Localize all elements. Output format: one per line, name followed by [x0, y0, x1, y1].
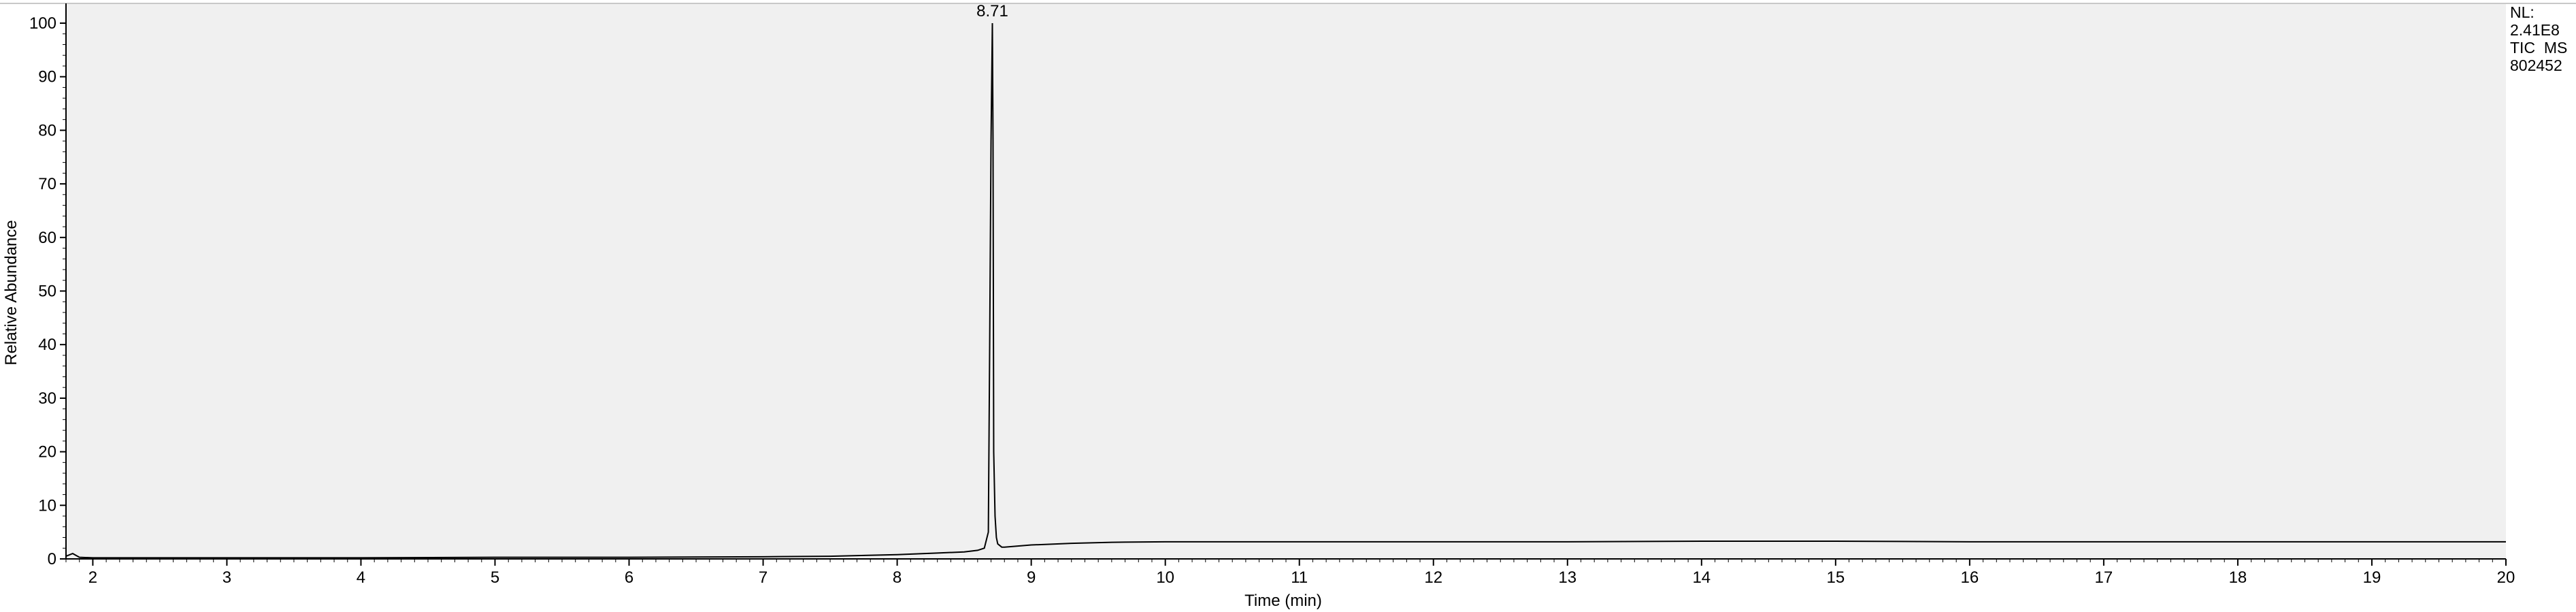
x-tick-label: 12: [1424, 568, 1442, 587]
y-tick-label: 90: [38, 68, 56, 86]
peak-annotation-label: 8.71: [976, 2, 1008, 20]
x-axis-title: Time (min): [1244, 592, 1322, 610]
y-tick-label: 10: [38, 496, 56, 515]
x-tick-label: 13: [1558, 568, 1576, 587]
x-tick-label: 11: [1291, 568, 1308, 587]
x-tick-label: 9: [1027, 568, 1036, 587]
y-tick-label: 100: [29, 14, 56, 33]
x-tick-label: 6: [625, 568, 633, 587]
y-tick-label: 70: [38, 175, 56, 193]
x-tick-label: 10: [1156, 568, 1174, 587]
x-tick-label: 2: [88, 568, 97, 587]
x-tick-label: 14: [1692, 568, 1711, 587]
x-tick-label: 3: [222, 568, 231, 587]
y-axis-ticks: 0 10 20 30 40 50 60 70 80 90 100: [29, 14, 66, 568]
y-tick-label: 0: [48, 550, 56, 568]
x-tick-label: 8: [893, 568, 902, 587]
x-tick-label: 19: [2363, 568, 2381, 587]
y-tick-label: 40: [38, 336, 56, 354]
series-line: [65, 22, 2506, 559]
x-axis-ticks: 2 3 4 5 6 7 8 9 10 11 12 13 14 15 16 17 18 19 20: [65, 559, 2515, 587]
info-box-line: 802452: [2510, 57, 2562, 74]
plot-area: [66, 3, 2506, 559]
info-box-line: 2.41E8: [2510, 21, 2560, 39]
info-box-line: TIC MS: [2510, 39, 2567, 57]
x-tick-label: 4: [357, 568, 365, 587]
x-tick-label: 20: [2497, 568, 2515, 587]
info-box-line: NL:: [2510, 3, 2534, 21]
y-tick-label: 20: [38, 443, 56, 462]
y-tick-label: 50: [38, 283, 56, 301]
x-tick-label: 15: [1826, 568, 1845, 587]
x-tick-label: 7: [759, 568, 767, 587]
y-axis-title: Relative Abundance: [2, 220, 20, 366]
x-tick-label: 5: [491, 568, 499, 587]
x-tick-label: 18: [2229, 568, 2247, 587]
y-tick-label: 80: [38, 121, 56, 140]
x-tick-label: 17: [2095, 568, 2113, 587]
y-tick-label: 30: [38, 389, 56, 408]
y-tick-label: 60: [38, 229, 56, 247]
x-tick-label: 16: [1961, 568, 1979, 587]
